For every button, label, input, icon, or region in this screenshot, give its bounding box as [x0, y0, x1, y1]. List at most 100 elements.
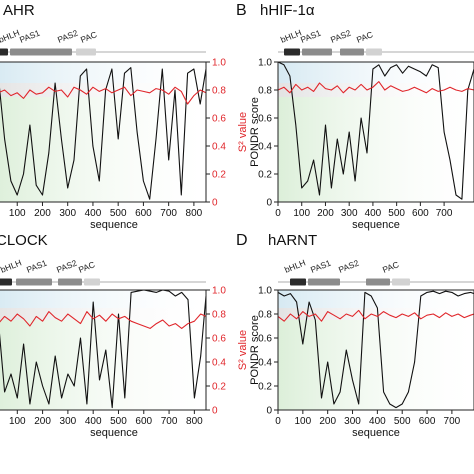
domain-label: PAC — [77, 259, 96, 275]
x-tick-label: 100 — [294, 416, 311, 427]
y-tick-label-left: 0.6 — [258, 334, 272, 345]
band-mid — [278, 83, 474, 97]
band-low — [278, 320, 474, 410]
y-tick-label-right: 1.0 — [212, 58, 226, 69]
y-tick-label-left: 0 — [266, 406, 272, 417]
panel-letter: B — [236, 2, 247, 19]
domain-pas1 — [308, 278, 340, 286]
x-tick-label: 600 — [135, 208, 152, 219]
x-tick-label: 100 — [9, 416, 26, 427]
domain-label: PAC — [79, 29, 98, 45]
y-tick-label-left: 0.2 — [258, 382, 272, 393]
band-top — [278, 290, 474, 308]
y-tick-label-left: 0.4 — [258, 358, 272, 369]
y-tick-label-right: 0 — [212, 198, 218, 209]
band-mid — [278, 308, 474, 320]
x-tick-label: 700 — [436, 208, 453, 219]
domain-pas1 — [10, 48, 50, 56]
band-top — [0, 62, 206, 83]
x-tick-label: 200 — [319, 416, 336, 427]
y-axis-label-left: PONDR score — [249, 97, 261, 167]
x-axis-label: sequence — [352, 427, 400, 439]
y-axis-label-right: S² value — [237, 330, 249, 370]
domain-label: PAC — [381, 259, 400, 275]
y-tick-label-left: 1.0 — [258, 58, 272, 69]
x-tick-label: 0 — [275, 208, 281, 219]
series-line-order — [277, 81, 474, 94]
domain-label: PAS2 — [337, 258, 361, 275]
x-tick-label: 200 — [34, 416, 51, 427]
series-line-disorder — [0, 67, 207, 200]
domain-bhlh — [290, 278, 306, 286]
x-tick-label: 100 — [9, 208, 26, 219]
domain-label: PAS1 — [25, 258, 49, 275]
x-tick-label: 800 — [186, 208, 203, 219]
x-tick-label: 700 — [160, 208, 177, 219]
domain-pas2 — [58, 278, 82, 286]
x-tick-label: 800 — [186, 416, 203, 427]
y-tick-label-left: 1.0 — [258, 286, 272, 297]
y-tick-label-right: 0.6 — [212, 114, 226, 125]
band-top — [278, 62, 474, 83]
x-axis-label: sequence — [90, 219, 138, 231]
x-tick-label: 500 — [388, 208, 405, 219]
band-mid — [0, 308, 206, 320]
x-tick-label: 700 — [444, 416, 461, 427]
domain-label: PAC — [355, 29, 374, 45]
domain-pac — [366, 48, 382, 56]
band-low — [278, 97, 474, 202]
domain-pas2 — [340, 48, 364, 56]
domain-pac — [84, 278, 100, 286]
domain-label: PAS1 — [299, 28, 323, 45]
domain-label: PAS2 — [56, 28, 80, 45]
x-tick-label: 400 — [365, 208, 382, 219]
y-tick-label-right: 0.8 — [212, 86, 226, 97]
x-tick-label: 500 — [110, 208, 127, 219]
x-tick-label: 300 — [59, 208, 76, 219]
x-tick-label: 400 — [85, 208, 102, 219]
y-tick-label-right: 0.2 — [212, 170, 226, 181]
plot-frame — [0, 61, 207, 203]
x-tick-label: 400 — [369, 416, 386, 427]
series-line-order — [0, 311, 207, 329]
series-line-disorder — [277, 290, 474, 409]
domain-pas2 — [48, 48, 72, 56]
panel-title: CLOCK — [0, 232, 48, 249]
y-tick-label-left: 0 — [266, 198, 272, 209]
y-tick-label-left: 0.6 — [258, 114, 272, 125]
y-tick-label-left: 0.8 — [258, 310, 272, 321]
y-tick-label-left: 0.4 — [258, 142, 272, 153]
series-line-disorder — [277, 61, 474, 200]
band-top — [0, 290, 206, 308]
x-tick-label: 500 — [394, 416, 411, 427]
domain-bhlh — [0, 48, 8, 56]
y-tick-label-left: 0.2 — [258, 170, 272, 181]
y-tick-label-right: 0.2 — [212, 382, 226, 393]
x-axis-label: sequence — [90, 427, 138, 439]
domain-label: bHLH — [0, 257, 23, 274]
y-tick-label-left: 0.8 — [258, 86, 272, 97]
panel-title: hARNT — [268, 232, 317, 249]
panel-letter: D — [236, 232, 248, 249]
series-line-disorder — [0, 289, 207, 409]
domain-pac — [76, 48, 96, 56]
domain-pas1 — [16, 278, 52, 286]
x-tick-label: 700 — [161, 416, 178, 427]
x-axis-label: sequence — [352, 219, 400, 231]
y-tick-label-right: 0 — [212, 406, 218, 417]
series-line-order — [0, 86, 207, 105]
domain-label: bHLH — [283, 257, 307, 274]
y-axis-label-right: S² value — [237, 112, 249, 152]
y-tick-label-right: 0.8 — [212, 310, 226, 321]
domain-pas1 — [302, 48, 332, 56]
domain-pas2 — [366, 278, 390, 286]
x-tick-label: 200 — [34, 208, 51, 219]
band-low — [0, 97, 206, 202]
x-tick-label: 300 — [344, 416, 361, 427]
domain-label: PAS1 — [18, 28, 42, 45]
x-tick-label: 0 — [275, 416, 281, 427]
